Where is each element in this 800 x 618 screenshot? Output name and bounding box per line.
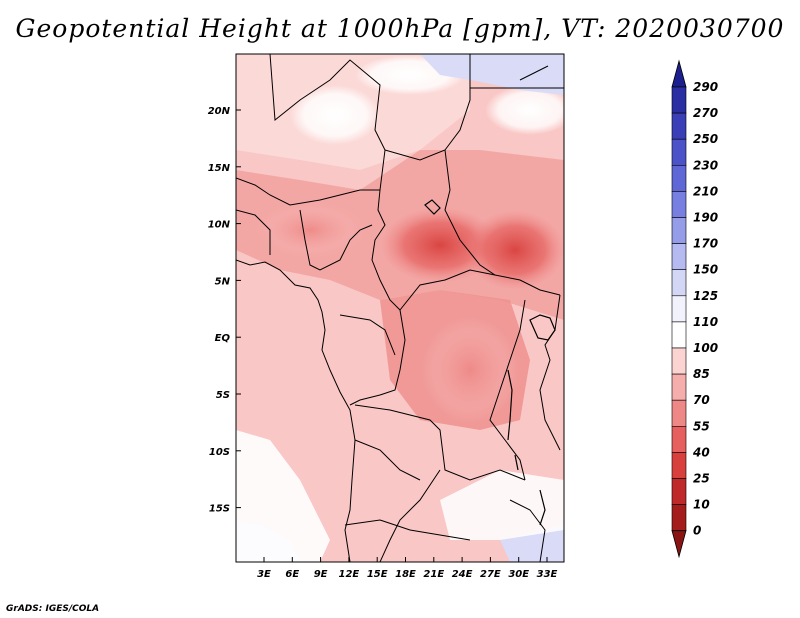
colorbar-label: 230 xyxy=(693,158,718,172)
grads-credit: GrADS: IGES/COLA xyxy=(6,604,100,614)
colorbar-label: 250 xyxy=(693,132,718,146)
colorbar-segment xyxy=(671,295,687,323)
lat-label: 5N xyxy=(215,276,231,287)
colorbar-segment xyxy=(671,86,687,114)
longitude-axis: 3E 6E 9E 12E 15E 18E 21E 24E 27E 30E 33E xyxy=(257,557,558,580)
colorbar-label: 70 xyxy=(693,393,710,407)
lat-label: 15N xyxy=(208,163,231,174)
lon-label: 33E xyxy=(537,569,558,580)
colorbar-label: 210 xyxy=(693,184,718,198)
lat-label: 20N xyxy=(208,106,231,117)
colorbar-label: 55 xyxy=(693,419,710,433)
colorbar-label: 270 xyxy=(693,106,718,120)
lon-label: 30E xyxy=(508,569,529,580)
lake-chad xyxy=(424,199,441,215)
latitude-axis: 20N 15N 10N 5N EQ 5S 10S 15S xyxy=(208,106,241,515)
colorbar-segment xyxy=(671,452,687,479)
colorbar-label: 290 xyxy=(693,80,718,94)
lat-label: 5S xyxy=(216,390,230,401)
colorbar-label: 190 xyxy=(693,211,718,225)
lon-label: 27E xyxy=(480,569,501,580)
lon-label: 9E xyxy=(314,569,328,580)
colorbar-top-arrow xyxy=(671,59,687,88)
colorbar-segment xyxy=(671,399,687,427)
map-frame xyxy=(235,53,565,563)
colorbar-label: 125 xyxy=(693,289,718,303)
lat-label: 10N xyxy=(208,220,231,231)
lon-label: 12E xyxy=(339,569,360,580)
lat-label: EQ xyxy=(215,333,231,344)
colorbar: 2902702502302101901701501251101008570554… xyxy=(671,59,718,559)
colorbar-bottom-arrow xyxy=(671,530,687,559)
colorbar-segment xyxy=(671,425,687,453)
colorbar-label: 25 xyxy=(693,472,710,486)
colorbar-segment xyxy=(671,504,687,532)
lat-label: 15S xyxy=(209,504,230,515)
colorbar-label: 10 xyxy=(693,498,710,512)
colorbar-label: 40 xyxy=(692,445,710,459)
lake-malawi xyxy=(539,489,546,526)
lake-mweru xyxy=(514,454,519,471)
lake-victoria xyxy=(529,314,556,341)
height-field xyxy=(236,54,564,562)
colorbar-segment xyxy=(671,191,687,218)
colorbar-label: 100 xyxy=(693,341,718,355)
colorbar-segment xyxy=(671,373,687,401)
colorbar-segment xyxy=(671,217,687,244)
lakes xyxy=(424,199,556,526)
lon-label: 3E xyxy=(257,569,271,580)
colorbar-segment xyxy=(671,165,687,192)
lat-label: 10S xyxy=(209,447,230,458)
colorbar-segment xyxy=(671,269,687,297)
west-africa-coast xyxy=(236,259,356,562)
coastlines-borders xyxy=(236,54,564,562)
colorbar-segment xyxy=(671,321,687,349)
colorbar-label: 85 xyxy=(693,367,710,381)
chart-title: Geopotential Height at 1000hPa [gpm], VT… xyxy=(15,14,785,43)
colorbar-segment xyxy=(671,478,687,505)
colorbar-segment xyxy=(671,138,687,166)
colorbar-label: 0 xyxy=(693,524,701,538)
colorbar-label: 150 xyxy=(693,263,718,277)
lon-label: 21E xyxy=(423,569,444,580)
colorbar-label: 170 xyxy=(693,237,718,251)
lon-label: 6E xyxy=(285,569,299,580)
lon-label: 15E xyxy=(367,569,388,580)
colorbar-segment xyxy=(671,347,687,375)
lake-tanganyika xyxy=(507,369,513,441)
colorbar-segment xyxy=(671,112,687,140)
colorbar-segment xyxy=(671,243,687,271)
colorbar-label: 110 xyxy=(693,315,718,329)
lon-label: 18E xyxy=(395,569,416,580)
lon-label: 24E xyxy=(452,569,473,580)
